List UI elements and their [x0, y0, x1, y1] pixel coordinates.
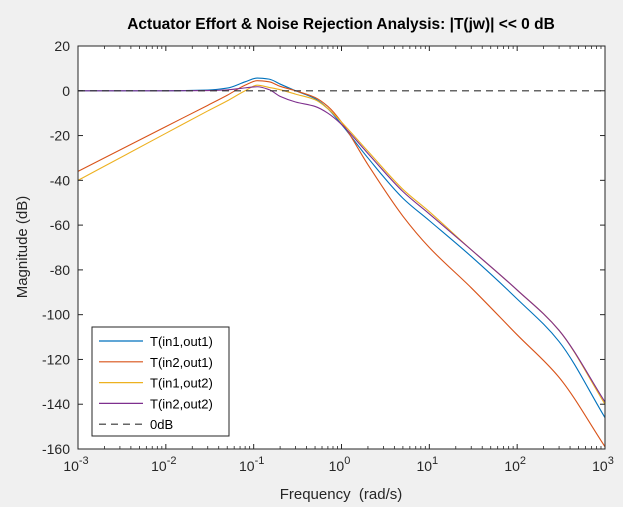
y-tick-label: -80	[50, 262, 70, 278]
x-tick-label: 101	[416, 455, 438, 474]
x-axis-label: Frequency (rad/s)	[280, 486, 403, 503]
legend[interactable]: T(in1,out1) T(in2,out1) T(in1,out2) T(in2,o…	[91, 326, 230, 437]
x-tick-label: 10-1	[239, 455, 264, 474]
x-tick-label: 100	[329, 455, 351, 474]
legend-label-2: T(in2,out1)	[150, 355, 213, 370]
series-line-2	[77, 80, 606, 448]
chart-title: Actuator Effort & Noise Rejection Analys…	[127, 16, 555, 33]
y-axis-label: Magnitude (dB)	[14, 196, 31, 299]
x-tick-label: 10-2	[151, 455, 176, 474]
legend-box	[91, 326, 230, 437]
x-tick-label: 103	[592, 455, 614, 474]
y-tick-label: -160	[42, 441, 70, 457]
legend-label-4: T(in2,out2)	[150, 396, 213, 411]
y-tick-label: -40	[50, 172, 70, 188]
y-tick-label: -100	[42, 307, 70, 323]
series-layer	[77, 77, 606, 448]
y-tick-label: -20	[50, 128, 70, 144]
x-tick-label: 102	[504, 455, 526, 474]
legend-label-1: T(in1,out1)	[150, 334, 213, 349]
series-line-4	[77, 86, 606, 403]
series-line-1	[77, 77, 606, 418]
y-tick-label: -60	[50, 217, 70, 233]
legend-label-5: 0dB	[150, 417, 173, 432]
y-tick-label: -140	[42, 396, 70, 412]
x-tick-label: 10-3	[63, 455, 88, 474]
legend-label-3: T(in1,out2)	[150, 376, 213, 391]
y-tick-label: -120	[42, 351, 70, 367]
legend-entries: T(in1,out1) T(in2,out1) T(in1,out2) T(in2,o…	[99, 334, 213, 432]
y-tick-label: 20	[54, 38, 70, 54]
y-tick-label: 0	[62, 83, 70, 99]
